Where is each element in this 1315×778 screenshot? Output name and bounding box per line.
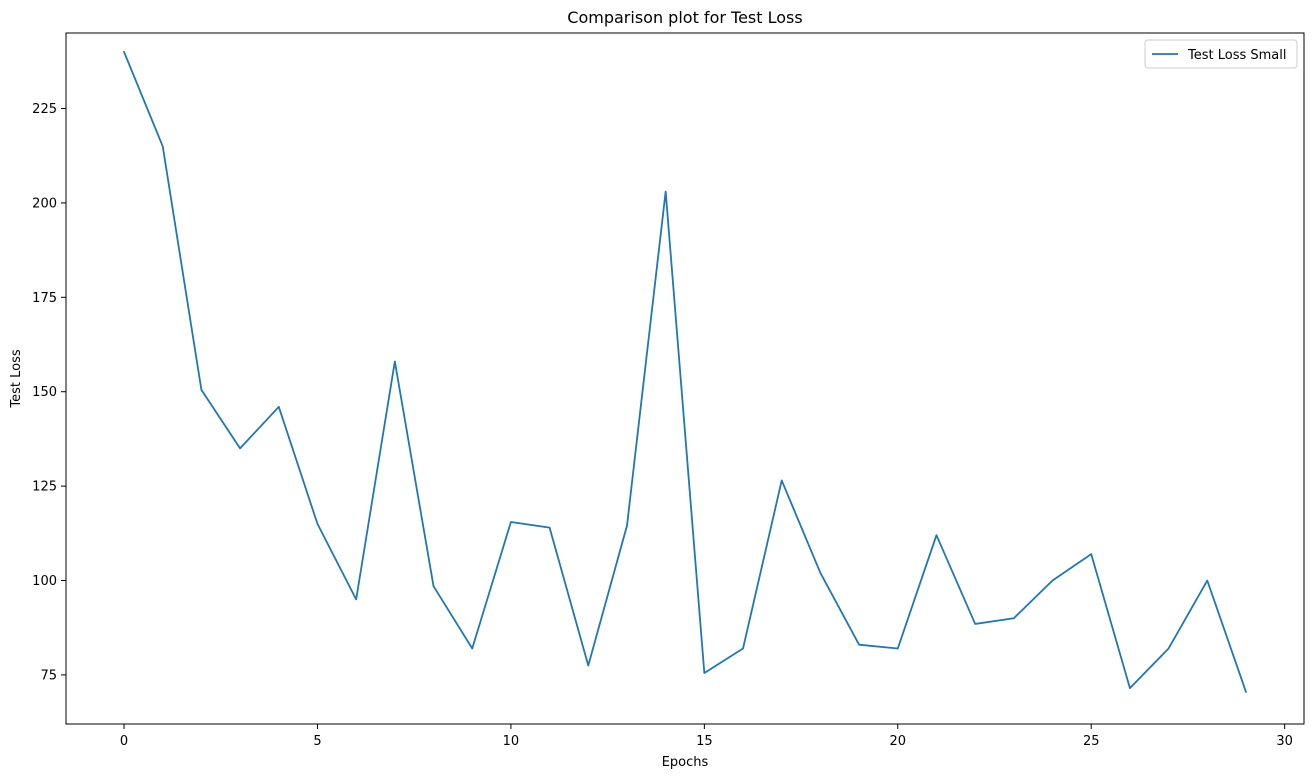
x-tick-label: 25 [1083,734,1100,749]
y-tick-label: 75 [40,668,57,683]
series-line-0 [123,50,1247,693]
y-tick-label: 150 [32,385,57,400]
y-tick-label: 175 [32,291,57,306]
x-tick-label: 10 [503,734,520,749]
x-tick-label: 30 [1276,734,1293,749]
x-axis-label: Epochs [662,755,709,770]
plot-frame [65,32,1305,725]
legend-entry-test-loss-small: Test Loss Small [1187,48,1286,63]
y-tick-label: 125 [32,480,57,495]
x-tick-label: 15 [696,734,713,749]
x-tick-label: 20 [890,734,907,749]
legend: Test Loss Small [1144,39,1298,69]
y-axis-label: Test Loss [9,349,24,408]
y-tick-label: 200 [32,196,57,211]
chart-title: Comparison plot for Test Loss [567,8,802,27]
x-tick-label: 0 [120,734,128,749]
y-tick-label: 100 [32,574,57,589]
y-tick-label: 225 [32,102,57,117]
x-tick-label: 5 [313,734,321,749]
legend-box [1144,39,1298,69]
axis-ticks: 0 5 10 15 20 25 30 75 100 125 150 175 200 225 [32,102,1293,749]
series-layer [123,50,1247,693]
